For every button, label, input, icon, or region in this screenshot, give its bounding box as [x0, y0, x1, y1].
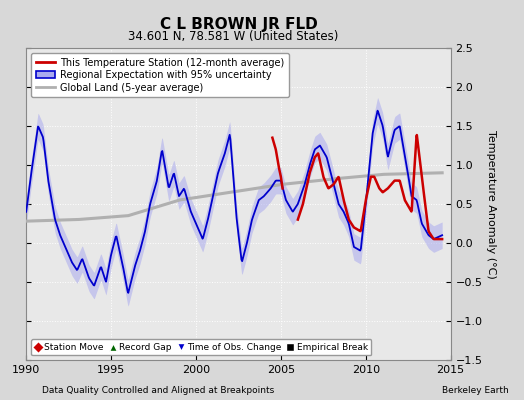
Y-axis label: Temperature Anomaly (°C): Temperature Anomaly (°C) [486, 130, 496, 278]
Text: Data Quality Controlled and Aligned at Breakpoints: Data Quality Controlled and Aligned at B… [42, 386, 274, 395]
Legend: Station Move, Record Gap, Time of Obs. Change, Empirical Break: Station Move, Record Gap, Time of Obs. C… [31, 339, 372, 356]
Title: C L BROWN JR FLD: C L BROWN JR FLD [159, 16, 318, 32]
Text: Berkeley Earth: Berkeley Earth [442, 386, 508, 395]
Text: 34.601 N, 78.581 W (United States): 34.601 N, 78.581 W (United States) [128, 30, 339, 43]
